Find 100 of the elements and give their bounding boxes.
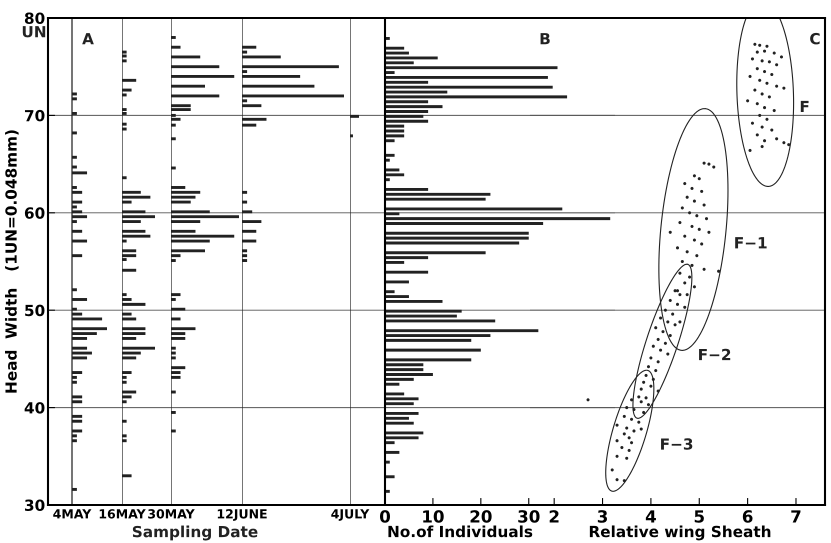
point xyxy=(765,118,769,121)
point xyxy=(692,174,696,178)
point xyxy=(787,143,790,146)
point xyxy=(765,44,769,48)
bar xyxy=(385,56,438,60)
point xyxy=(780,55,784,59)
point xyxy=(610,468,614,472)
point xyxy=(622,432,626,436)
point xyxy=(678,220,682,224)
point xyxy=(698,177,701,180)
y-tick-label: 30 xyxy=(24,499,44,512)
bar xyxy=(385,280,409,284)
annotation: A xyxy=(82,33,94,44)
series-label: F−1 xyxy=(735,237,767,248)
y-axis-title: Head Width (1UN=0.048mm) xyxy=(5,130,19,393)
y-tick-label: 80 xyxy=(24,12,44,24)
x-axis-title: 30MAY xyxy=(148,509,195,519)
point xyxy=(659,348,662,352)
point xyxy=(775,137,778,140)
point xyxy=(640,427,643,431)
point xyxy=(756,67,759,70)
point xyxy=(656,338,660,341)
bar xyxy=(385,329,538,332)
point xyxy=(702,268,706,271)
point xyxy=(656,389,660,393)
x-tick-label: 4 xyxy=(646,510,656,523)
x-axis-title: No.of Individuals xyxy=(388,525,532,538)
y-tick-label: 40 xyxy=(24,402,44,414)
series-label: F−3 xyxy=(661,438,692,450)
annotation: B xyxy=(540,33,550,44)
bar xyxy=(385,290,395,294)
point xyxy=(666,352,670,356)
point xyxy=(642,410,646,414)
point xyxy=(615,439,619,442)
point xyxy=(664,308,667,312)
point xyxy=(628,436,631,440)
point xyxy=(649,384,652,388)
point xyxy=(683,182,686,186)
bar xyxy=(385,71,395,74)
point xyxy=(625,426,628,430)
bar xyxy=(385,334,490,337)
point xyxy=(586,398,590,402)
point xyxy=(674,323,677,326)
point xyxy=(760,126,764,129)
bar xyxy=(385,168,400,172)
text: UN xyxy=(22,26,46,38)
point xyxy=(692,285,696,288)
point xyxy=(758,114,762,117)
point xyxy=(695,214,698,218)
x-tick-label: 2 xyxy=(550,510,559,523)
bar xyxy=(385,207,562,210)
point xyxy=(646,403,650,406)
bar xyxy=(385,188,428,191)
point xyxy=(762,70,766,74)
bar xyxy=(385,105,442,108)
bar xyxy=(385,373,433,376)
point xyxy=(762,50,766,53)
bar xyxy=(385,261,404,264)
point xyxy=(622,479,626,482)
point xyxy=(782,141,786,144)
point xyxy=(637,420,640,424)
bar xyxy=(385,256,428,260)
point xyxy=(671,312,674,316)
bar xyxy=(385,314,457,318)
point xyxy=(676,246,680,250)
point xyxy=(686,250,689,254)
point xyxy=(717,270,720,273)
point xyxy=(768,60,771,64)
bar xyxy=(385,86,553,89)
point xyxy=(668,230,672,234)
point xyxy=(748,148,752,152)
point xyxy=(625,456,628,460)
x-tick-label: 0 xyxy=(380,510,390,523)
point xyxy=(765,82,769,85)
point xyxy=(686,293,689,296)
point xyxy=(753,88,756,92)
bar xyxy=(385,295,409,298)
x-axis-title: 4JULY xyxy=(331,509,370,521)
point xyxy=(758,44,762,47)
bar xyxy=(385,450,400,454)
x-axis-title: 4MAY xyxy=(53,509,92,518)
point xyxy=(690,186,694,190)
x-tick-label: 6 xyxy=(742,510,753,523)
point xyxy=(646,365,650,368)
point xyxy=(692,238,696,242)
point xyxy=(668,298,672,302)
point xyxy=(702,203,706,207)
bar xyxy=(385,46,404,50)
y-tick-label: 60 xyxy=(24,207,44,219)
x-tick-label: 3 xyxy=(598,510,608,523)
point xyxy=(644,396,648,400)
annotation: C xyxy=(810,32,820,44)
point xyxy=(775,63,778,66)
point xyxy=(664,342,667,345)
bar xyxy=(385,130,404,132)
point xyxy=(690,224,694,228)
x-tick-label: 30 xyxy=(518,510,540,523)
point xyxy=(632,429,636,433)
point xyxy=(680,260,684,264)
bar xyxy=(385,392,404,396)
